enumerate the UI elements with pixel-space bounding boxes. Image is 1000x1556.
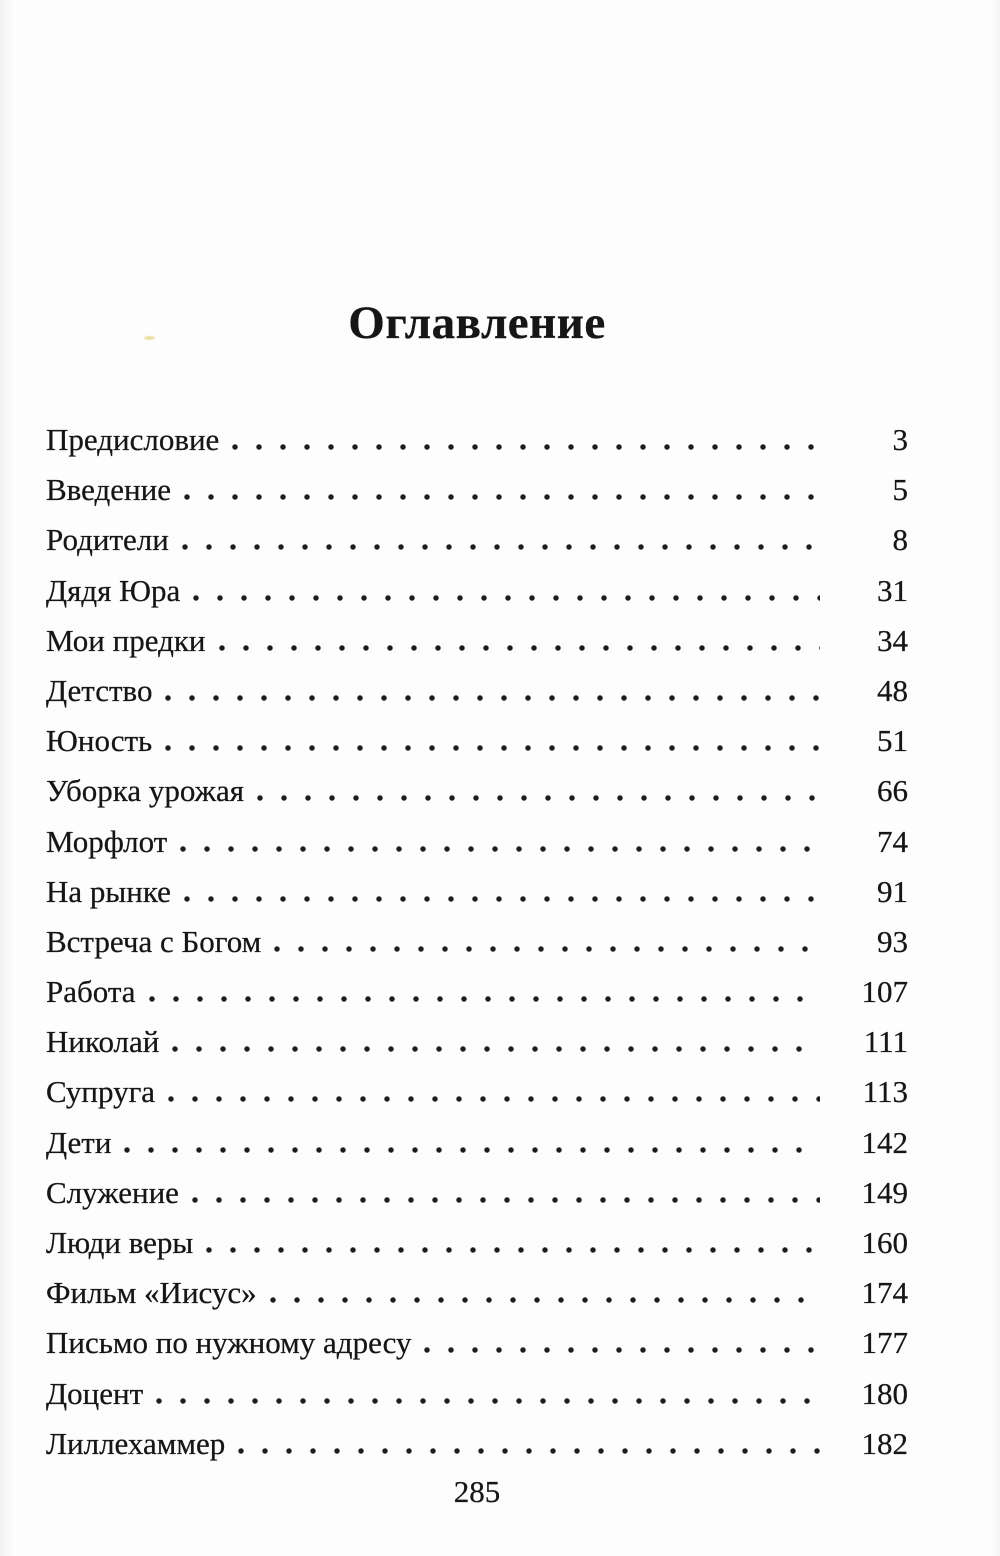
- toc-entry: Люди веры 160: [46, 1218, 908, 1268]
- toc-entry: Работа 107: [46, 967, 908, 1017]
- toc-entry-label: Фильм «Иисус»: [46, 1275, 257, 1311]
- toc-entry: На рынке 91: [46, 867, 908, 917]
- toc-entry: Встреча с Богом 93: [46, 917, 908, 967]
- toc-entry: Детство 48: [46, 666, 908, 716]
- toc-entry: Фильм «Иисус» 174: [46, 1268, 908, 1318]
- toc-entry-page: 149: [861, 1174, 908, 1210]
- toc-entry: Уборка урожая 66: [46, 766, 908, 816]
- toc-entry: Дети 142: [46, 1118, 908, 1168]
- toc-entry-label: Введение: [46, 472, 171, 508]
- toc-entry-page: 31: [877, 572, 908, 608]
- dot-leader: [218, 644, 820, 651]
- dot-leader: [238, 1447, 820, 1454]
- dot-leader: [274, 945, 820, 952]
- toc-entry-page: 142: [861, 1124, 908, 1160]
- page-title: Оглавление: [348, 297, 606, 349]
- toc-entry-label: Люди веры: [46, 1225, 194, 1260]
- toc-entry-page: 74: [877, 823, 908, 859]
- dot-leader: [148, 996, 820, 1003]
- toc-entry-label: Работа: [46, 974, 136, 1010]
- toc-entry-label: Юность: [46, 723, 153, 759]
- toc-entry-label: Письмо по нужному адресу: [46, 1325, 412, 1361]
- toc-entry-label: На рынке: [46, 873, 171, 909]
- footer-page-number: 285: [453, 1473, 501, 1509]
- toc-entry-page: 177: [861, 1325, 908, 1361]
- dot-leader: [206, 1247, 820, 1253]
- dot-leader: [180, 845, 820, 852]
- dot-leader: [191, 1196, 820, 1203]
- dot-leader: [172, 1046, 820, 1053]
- toc-entry-page: 93: [877, 923, 908, 959]
- toc-entry-page: 5: [892, 472, 908, 508]
- scan-artifact: [144, 336, 155, 340]
- toc-list: Предисловие 3 Введение 5 Родители 8 Дядя Юра 31…: [46, 415, 908, 1469]
- dot-leader: [124, 1146, 820, 1153]
- dot-leader: [424, 1347, 820, 1354]
- dot-leader: [168, 1096, 820, 1103]
- dot-leader: [165, 694, 820, 701]
- toc-entry-page: 66: [877, 773, 908, 809]
- toc-entry: Дядя Юра 31: [46, 566, 908, 616]
- dot-leader: [165, 745, 820, 752]
- dot-leader: [232, 444, 820, 450]
- toc-entry: Доцент 180: [46, 1369, 908, 1419]
- dot-leader: [156, 1397, 820, 1404]
- toc-entry-page: 3: [892, 422, 908, 457]
- toc-entry: Лиллехаммер 182: [46, 1419, 908, 1469]
- toc-entry-label: Детство: [46, 672, 153, 708]
- dot-leader: [269, 1297, 820, 1304]
- toc-entry-label: Предисловие: [46, 422, 220, 457]
- toc-entry-label: Уборка урожая: [46, 773, 245, 809]
- dot-leader: [181, 544, 820, 551]
- dot-leader: [183, 494, 820, 501]
- toc-entry-label: Родители: [46, 522, 169, 558]
- toc-entry-label: Служение: [46, 1174, 179, 1210]
- toc-entry-page: 91: [877, 873, 908, 909]
- page-content: Оглавление Предисловие 3 Введение 5 Родители…: [46, 297, 908, 1509]
- toc-entry-page: 174: [861, 1275, 908, 1311]
- toc-entry: Письмо по нужному адресу 177: [46, 1318, 908, 1368]
- toc-entry-label: Морфлот: [46, 823, 168, 859]
- toc-entry: Николай 111: [46, 1017, 908, 1067]
- toc-entry-label: Супруга: [46, 1074, 156, 1110]
- toc-entry: Мои предки 34: [46, 616, 908, 666]
- toc-entry-page: 8: [892, 522, 908, 558]
- toc-entry-page: 113: [862, 1074, 909, 1110]
- toc-entry-label: Дядя Юра: [46, 572, 181, 608]
- toc-entry-label: Лиллехаммер: [46, 1425, 226, 1461]
- toc-entry-label: Доцент: [46, 1375, 144, 1411]
- dot-leader: [257, 795, 820, 802]
- toc-entry-label: Мои предки: [46, 622, 206, 658]
- toc-entry-page: 111: [863, 1024, 908, 1060]
- toc-entry: Супруга 113: [46, 1067, 908, 1117]
- toc-entry-page: 180: [861, 1375, 908, 1411]
- toc-entry-label: Николай: [46, 1024, 160, 1060]
- toc-entry: Предисловие 3: [46, 415, 908, 465]
- toc-entry-page: 51: [877, 723, 908, 759]
- toc-entry: Юность 51: [46, 716, 908, 766]
- toc-entry-page: 48: [877, 672, 908, 708]
- toc-entry-page: 182: [861, 1425, 908, 1461]
- toc-entry-label: Дети: [46, 1124, 112, 1160]
- toc-entry-label: Встреча с Богом: [46, 923, 262, 959]
- toc-entry: Морфлот 74: [46, 817, 908, 867]
- dot-leader: [193, 594, 820, 601]
- dot-leader: [183, 895, 820, 902]
- toc-entry: Служение 149: [46, 1168, 908, 1218]
- toc-entry-page: 107: [861, 974, 908, 1010]
- toc-entry: Введение 5: [46, 465, 908, 515]
- toc-entry-page: 34: [877, 622, 908, 658]
- toc-entry: Родители 8: [46, 515, 908, 565]
- toc-entry-page: 160: [861, 1225, 908, 1260]
